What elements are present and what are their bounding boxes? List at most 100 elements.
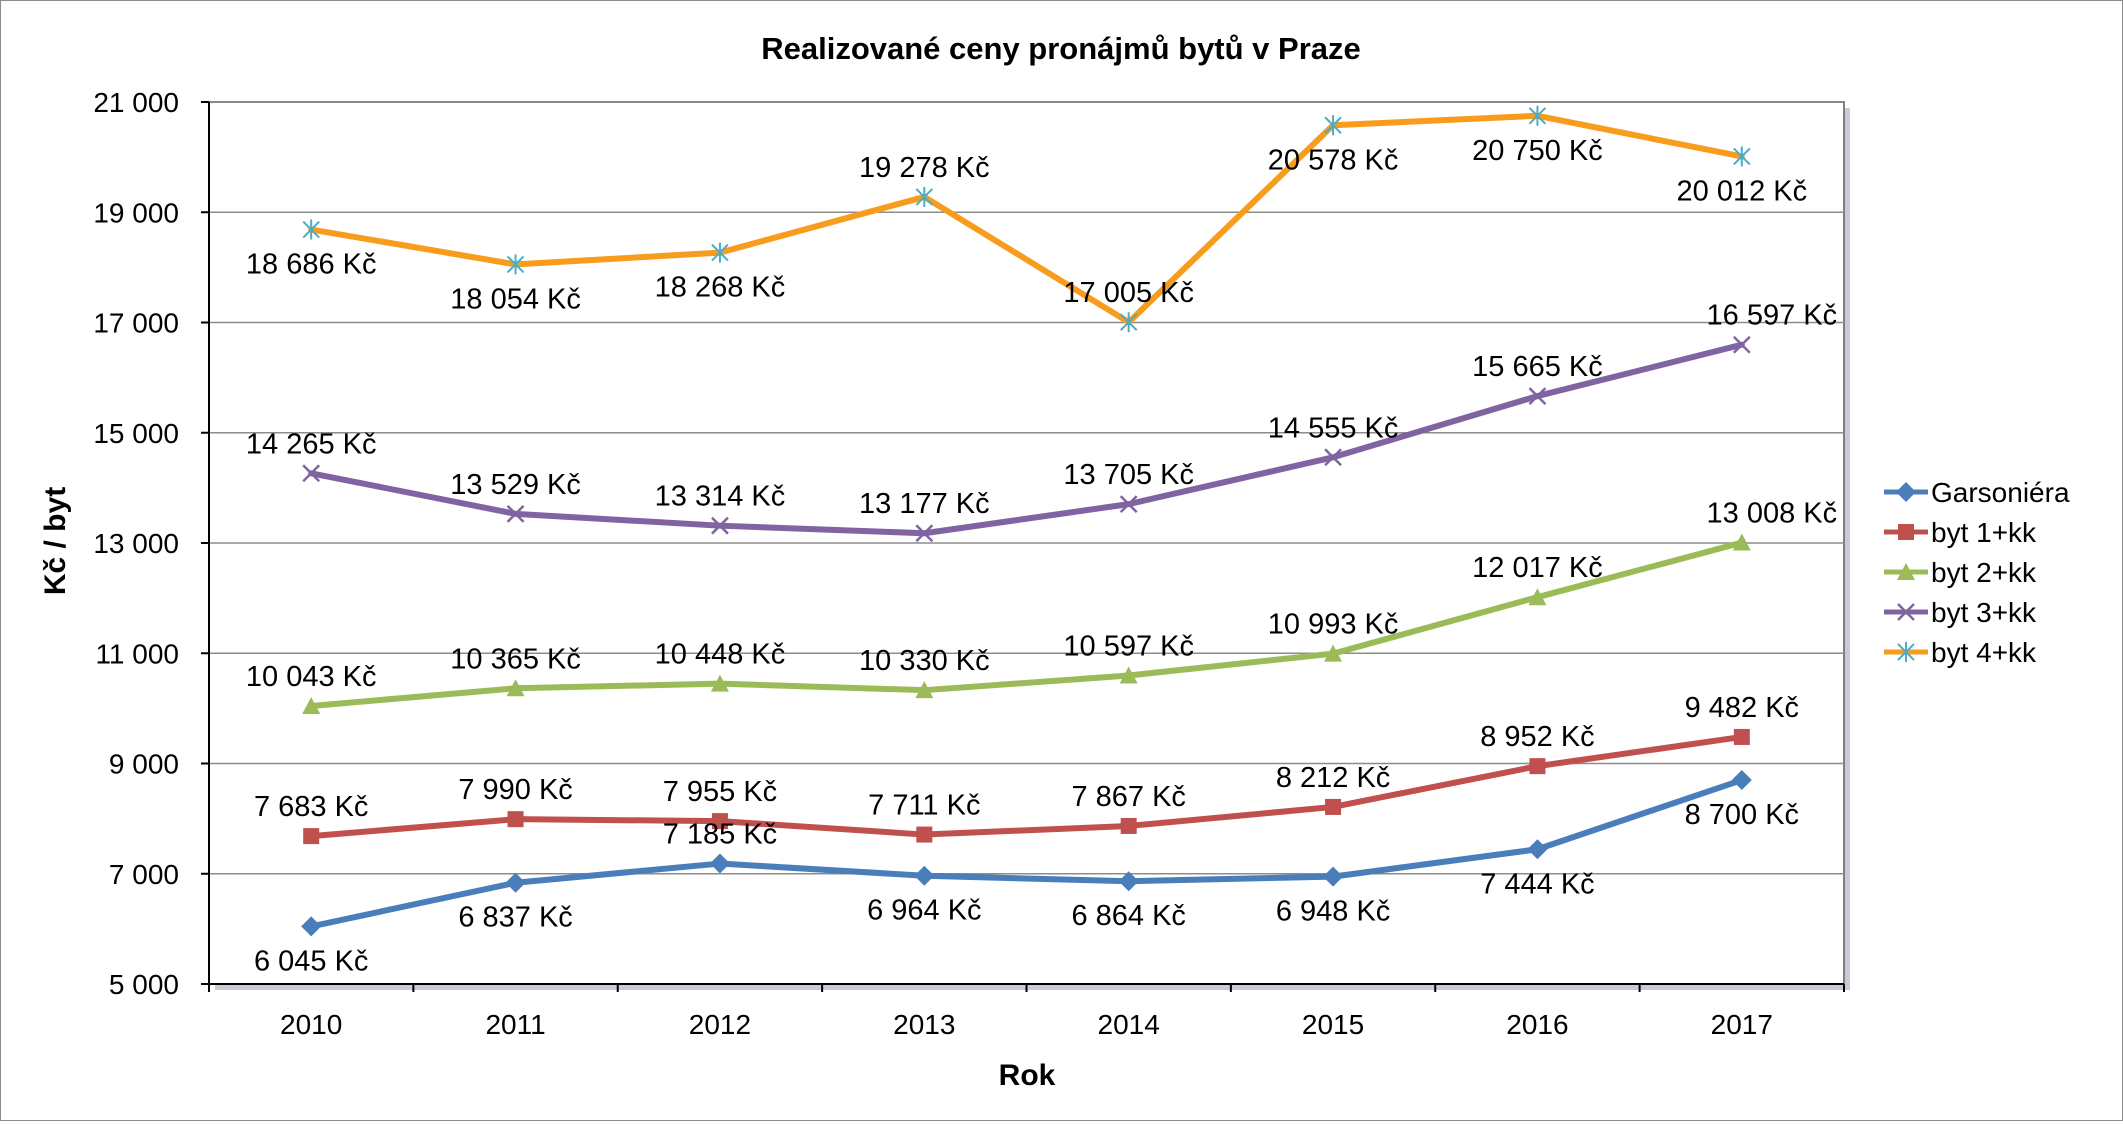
x-tick-label: 2010 [280, 1009, 342, 1040]
data-point [303, 828, 320, 845]
data-label: 14 555 Kč [1268, 412, 1399, 444]
legend-item: byt 3+kk [1884, 597, 2037, 628]
x-tick-label: 2011 [485, 1009, 545, 1040]
data-point [1118, 871, 1139, 892]
data-label: 19 278 Kč [859, 152, 990, 184]
data-label: 18 054 Kč [450, 283, 581, 315]
axes: 5 000 7 000 9 000 11 000 13 000 15 000 17 000 1… [93, 87, 1845, 1040]
x-tick-label: 2014 [1098, 1009, 1160, 1040]
data-label: 7 867 Kč [1071, 781, 1185, 813]
legend-marker [1896, 482, 1916, 502]
data-label: 15 665 Kč [1472, 351, 1603, 383]
y-tick-label: 19 000 [93, 197, 179, 228]
series-line [308, 777, 1745, 930]
gridlines [209, 101, 1844, 875]
x-axis-title: Rok [999, 1059, 1056, 1092]
data-label: 18 268 Kč [655, 272, 786, 304]
y-tick-label: 13 000 [93, 528, 179, 559]
legend: Garsoniéra byt 1+kk byt 2+kk byt 3+kk byt 4+… [1884, 477, 2070, 668]
data-point [1119, 312, 1138, 333]
data-point [1325, 798, 1342, 815]
data-point [507, 811, 524, 828]
data-point [1528, 105, 1547, 126]
data-label: 7 711 Kč [868, 790, 980, 822]
data-point [1119, 495, 1138, 514]
data-label: 13 314 Kč [655, 481, 786, 513]
data-point [1324, 448, 1342, 467]
legend-label: byt 3+kk [1931, 597, 2037, 628]
data-label: 10 330 Kč [859, 645, 990, 677]
series-byt 4+kk [302, 105, 1751, 333]
series-byt 2+kk [302, 533, 1751, 715]
data-point [506, 254, 525, 275]
x-tick-label: 2013 [893, 1009, 955, 1040]
data-label: 20 578 Kč [1268, 144, 1399, 176]
data-point [1324, 644, 1343, 662]
y-tick-label: 7 000 [109, 859, 179, 890]
data-point [301, 916, 322, 937]
y-tick-label: 11 000 [95, 638, 179, 669]
data-point [1120, 817, 1137, 834]
data-point [1529, 758, 1546, 775]
data-point [1119, 666, 1138, 684]
data-label: 6 864 Kč [1071, 900, 1185, 932]
legend-label: byt 1+kk [1931, 517, 2037, 548]
data-label: 18 686 Kč [246, 249, 377, 281]
data-label: 9 482 Kč [1685, 692, 1799, 724]
data-point [1733, 728, 1750, 745]
y-tick-label: 5 000 [109, 969, 179, 1000]
data-label: 13 008 Kč [1707, 498, 1838, 530]
y-tick-label: 9 000 [109, 749, 179, 780]
data-label: 20 750 Kč [1472, 135, 1603, 167]
data-label: 6 964 Kč [867, 895, 981, 927]
data-point [711, 813, 728, 830]
data-label: 20 012 Kč [1677, 175, 1808, 207]
data-point [1731, 770, 1752, 791]
data-point [506, 679, 525, 697]
data-point [1324, 115, 1342, 136]
data-label: 7 683 Kč [254, 791, 368, 823]
data-point [915, 524, 934, 543]
data-label: 16 597 Kč [1707, 300, 1838, 332]
data-label: 13 705 Kč [1063, 459, 1194, 491]
legend-marker [1897, 642, 1915, 662]
series-layer [301, 105, 1752, 937]
data-label: 8 700 Kč [1685, 799, 1799, 831]
data-label: 8 212 Kč [1276, 762, 1390, 794]
data-point [915, 186, 934, 207]
data-point [709, 853, 730, 874]
data-label: 13 177 Kč [859, 488, 990, 520]
data-label: 6 837 Kč [458, 902, 572, 934]
data-label: 10 993 Kč [1268, 609, 1399, 641]
legend-item: Garsoniéra [1884, 477, 2070, 508]
plot-area-shadow [208, 101, 1850, 990]
data-label: 10 043 Kč [246, 661, 377, 693]
data-label: 10 365 Kč [450, 643, 581, 675]
x-tick-label: 2012 [689, 1009, 751, 1040]
data-point [1528, 387, 1547, 405]
series-line [308, 539, 1745, 710]
chart-title: Realizované ceny pronájmů bytů v Praze [761, 31, 1361, 66]
data-label: 6 948 Kč [1276, 896, 1390, 928]
data-label: 8 952 Kč [1480, 721, 1594, 753]
y-tick-label: 21 000 [93, 87, 179, 118]
series-byt 1+kk [303, 728, 1750, 845]
legend-label: Garsoniéra [1931, 477, 2070, 508]
data-label: 7 185 Kč [663, 819, 777, 851]
data-point [302, 219, 320, 240]
legend-marker [1898, 524, 1914, 540]
legend-marker [1897, 603, 1915, 621]
data-point [710, 674, 729, 692]
series-Garsoniéra [301, 770, 1752, 937]
data-point [506, 504, 525, 523]
data-point [915, 681, 934, 699]
y-tick-label: 17 000 [93, 308, 179, 339]
series-line [308, 733, 1745, 840]
legend-item: byt 1+kk [1884, 517, 2037, 548]
data-label: 12 017 Kč [1472, 552, 1603, 584]
data-labels: 6 045 Kč 6 837 Kč 7 185 Kč 6 964 Kč 6 864 Kč… [246, 135, 1837, 978]
data-point [505, 872, 526, 893]
data-point [1732, 533, 1751, 551]
